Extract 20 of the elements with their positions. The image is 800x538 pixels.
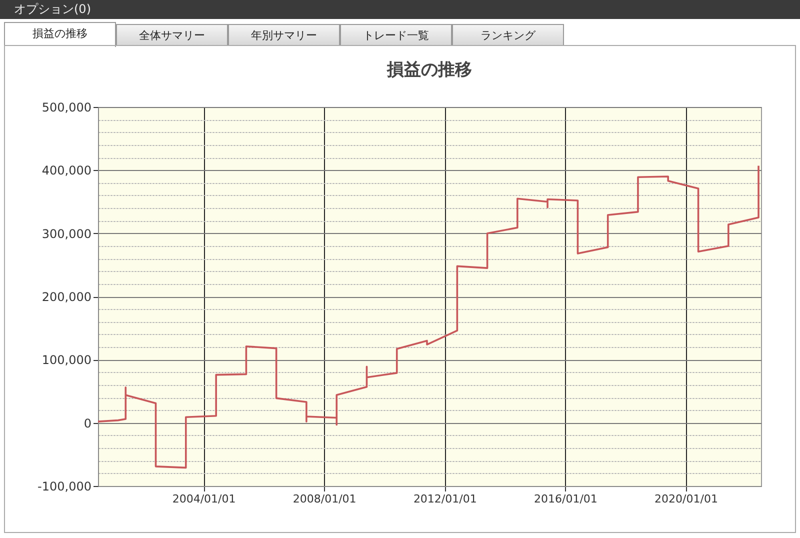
x-tick-label: 2020/01/01: [654, 492, 718, 506]
text: オプション(0): [0, 0, 800, 19]
text: 全体サマリー: [116, 24, 228, 46]
text: 損益の推移: [4, 22, 116, 47]
y-tick-label: 0: [84, 416, 92, 430]
y-tick-label: 300,000: [42, 226, 92, 241]
text: 年別サマリー: [228, 24, 340, 46]
x-tick-label: 2012/01/01: [413, 492, 477, 506]
y-tick-label: 200,000: [42, 290, 92, 304]
y-tick-label: 400,000: [42, 164, 92, 178]
x-tick-label: 2008/01/01: [292, 492, 356, 506]
text: トレード一覧: [340, 24, 452, 46]
y-tick-label: -100,000: [38, 480, 92, 494]
y-tick-label: 100,000: [42, 353, 92, 368]
x-tick-label: 2004/01/01: [172, 492, 236, 506]
x-tick-label: 2016/01/01: [534, 492, 598, 506]
chart-title: 損益の推移: [386, 60, 472, 80]
text: ランキング: [452, 24, 564, 46]
y-tick-label: 500,000: [42, 100, 92, 114]
line-series: [98, 164, 760, 469]
